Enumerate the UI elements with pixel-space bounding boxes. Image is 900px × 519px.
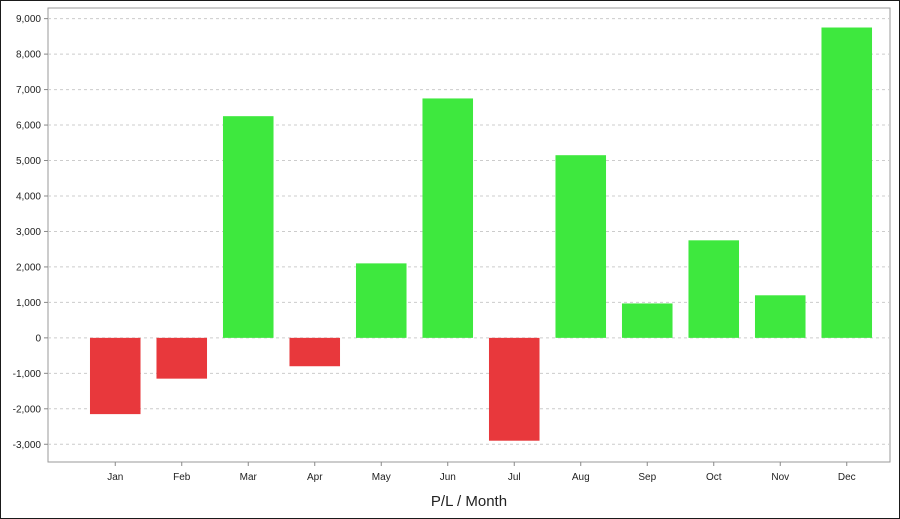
x-tick-label: Jan: [107, 472, 123, 483]
y-tick-label: 8,000: [16, 50, 41, 61]
x-tick-label: Feb: [173, 472, 191, 483]
bar-apr: [289, 337, 341, 367]
bars: [89, 27, 873, 441]
y-tick-label: 6,000: [16, 121, 41, 132]
y-axis-ticks: -3,000 -2,000 -1,000 0 1,000 2,000 3,000 4,000 5…: [13, 14, 48, 451]
bar-jul: [488, 337, 540, 441]
x-tick-label: Sep: [638, 472, 656, 483]
x-tick-label: Jun: [440, 472, 456, 483]
bar-jan: [89, 337, 141, 415]
y-tick-label: -2,000: [13, 404, 42, 415]
x-tick-label: Aug: [572, 472, 590, 483]
x-tick-label: Dec: [838, 472, 856, 483]
y-tick-label: 1,000: [16, 298, 41, 309]
y-tick-label: 2,000: [16, 262, 41, 273]
x-tick-label: May: [372, 472, 391, 483]
y-tick-label: 9,000: [16, 14, 41, 25]
bar-oct: [688, 240, 740, 338]
bar-jun: [422, 98, 474, 338]
bar-mar: [222, 116, 274, 338]
bar-aug: [555, 155, 607, 338]
bar-feb: [156, 337, 208, 379]
x-tick-label: Jul: [508, 472, 521, 483]
y-tick-label: 7,000: [16, 85, 41, 96]
y-tick-label: 4,000: [16, 191, 41, 202]
x-tick-label: Apr: [307, 472, 323, 483]
bar-nov: [754, 295, 806, 338]
bar-may: [355, 263, 407, 338]
x-tick-label: Mar: [240, 472, 258, 483]
bar-dec: [821, 27, 873, 338]
y-tick-label: -1,000: [13, 369, 42, 380]
x-tick-label: Nov: [771, 472, 789, 483]
y-tick-label: -3,000: [13, 440, 42, 451]
y-tick-label: 5,000: [16, 156, 41, 167]
x-axis-title: P/L / Month: [431, 493, 507, 510]
y-tick-label: 3,000: [16, 227, 41, 238]
bar-sep: [621, 303, 673, 338]
y-tick-label: 0: [35, 333, 41, 344]
x-axis-ticks: Jan Feb Mar Apr May Jun Jul Aug Sep Oct Nov Dec: [107, 462, 856, 483]
x-tick-label: Oct: [706, 472, 722, 483]
